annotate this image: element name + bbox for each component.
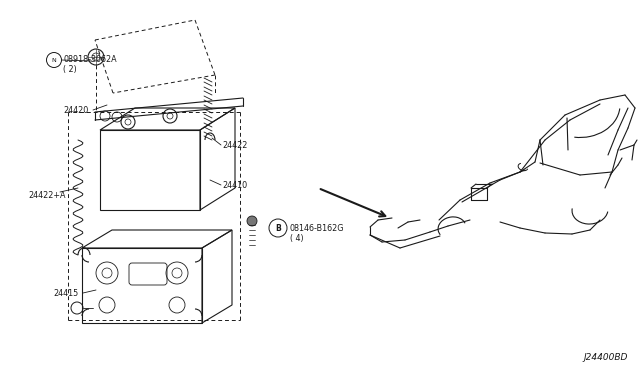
Text: 08918-3062A: 08918-3062A xyxy=(63,55,116,64)
Text: 08146-B162G: 08146-B162G xyxy=(290,224,344,232)
Text: 24422+A: 24422+A xyxy=(28,190,65,199)
Text: 24415: 24415 xyxy=(53,289,78,298)
Text: N: N xyxy=(52,58,56,62)
Text: 24410: 24410 xyxy=(222,180,247,189)
Circle shape xyxy=(247,216,257,226)
Text: ( 2): ( 2) xyxy=(63,64,77,74)
Text: B: B xyxy=(275,224,281,232)
Text: J24400BD: J24400BD xyxy=(584,353,628,362)
Text: 24420: 24420 xyxy=(63,106,88,115)
Text: ( 4): ( 4) xyxy=(290,234,303,243)
Text: 24422: 24422 xyxy=(222,141,248,150)
